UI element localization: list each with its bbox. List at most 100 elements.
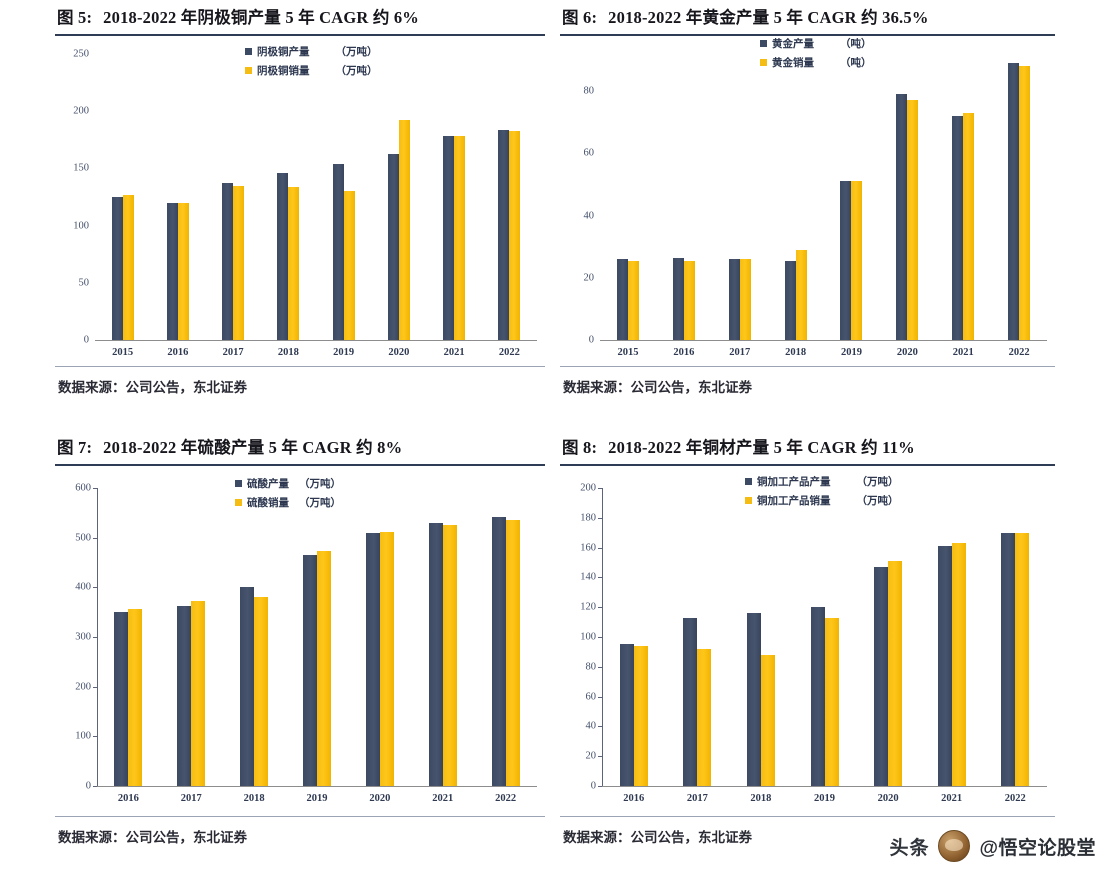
legend-series-name: 硫酸销量 bbox=[247, 498, 289, 509]
x-tick-label: 2016 bbox=[167, 347, 189, 358]
y-axis-tick bbox=[598, 547, 602, 549]
y-tick-label: 160 bbox=[580, 542, 596, 554]
chart-fig8: 0 20 40 60 80 100 120 140 160 180 200 2016 2017 2018 2… bbox=[560, 466, 1055, 816]
y-tick-label: 150 bbox=[73, 162, 89, 174]
y-tick-label: 500 bbox=[75, 532, 91, 544]
bar-production bbox=[498, 129, 510, 340]
bar-production bbox=[619, 644, 634, 786]
y-tick-label: 140 bbox=[580, 571, 596, 583]
x-tick-label: 2020 bbox=[369, 793, 391, 804]
y-axis-tick bbox=[598, 786, 602, 787]
bar-production bbox=[810, 607, 825, 786]
legend-series-name: 硫酸产量 bbox=[247, 479, 289, 490]
watermark-platform: 头条 bbox=[889, 837, 930, 859]
y-axis-tick bbox=[93, 736, 97, 738]
y-tick-label: 40 bbox=[583, 210, 595, 222]
y-axis-tick bbox=[598, 637, 602, 638]
bar-sales bbox=[343, 191, 355, 340]
x-tick-label: 2022 bbox=[1008, 347, 1030, 358]
x-tick-label: 2019 bbox=[840, 347, 862, 358]
chart-fig6: 0 20 40 60 80 2015 2016 2017 2018 2019 2020 2021 202… bbox=[560, 36, 1055, 366]
avatar-icon bbox=[938, 830, 971, 862]
bar-production bbox=[952, 116, 964, 340]
y-axis-tick bbox=[93, 488, 97, 489]
footer-rule-fig7 bbox=[55, 816, 545, 817]
x-tick-label: 2018 bbox=[277, 347, 299, 358]
y-axis-tick bbox=[598, 666, 602, 668]
y-tick-label: 20 bbox=[585, 750, 597, 762]
y-tick-label: 80 bbox=[583, 85, 595, 97]
bar-sales bbox=[191, 601, 206, 786]
y-axis-tick bbox=[93, 686, 97, 688]
x-tick-label: 2020 bbox=[877, 793, 899, 804]
y-tick-label: 200 bbox=[580, 482, 596, 494]
source-note-fig6: 数据来源：公司公告，东北证券 bbox=[563, 380, 752, 395]
bar-production bbox=[277, 172, 289, 340]
bar-sales bbox=[795, 249, 807, 340]
legend-item: 铜加工产品产量 （万吨） bbox=[745, 474, 899, 489]
bar-production bbox=[303, 555, 317, 786]
x-tick-label: 2016 bbox=[623, 793, 645, 804]
y-tick-label: 40 bbox=[585, 720, 597, 732]
bar-sales bbox=[288, 186, 300, 340]
x-tick-label: 2020 bbox=[896, 347, 918, 358]
legend-series-name: 阴极铜产量 bbox=[257, 47, 310, 58]
bar-sales bbox=[454, 136, 466, 340]
legend-item: 黄金销量 （吨） bbox=[760, 55, 872, 70]
figure-title-text-fig7: 2018-2022 年硫酸产量 5 年 CAGR 约 8% bbox=[103, 438, 403, 457]
bar-sales bbox=[379, 531, 394, 786]
figure-label-fig7: 图 7: bbox=[57, 438, 93, 457]
y-axis-tick bbox=[93, 537, 97, 539]
legend-item: 黄金产量 （吨） bbox=[760, 36, 872, 51]
x-tick-label: 2021 bbox=[952, 347, 974, 358]
bar-production bbox=[114, 611, 129, 786]
source-note-fig8: 数据来源：公司公告，东北证券 bbox=[563, 830, 752, 845]
x-axis-line bbox=[602, 786, 1047, 787]
legend-item: 铜加工产品销量 （万吨） bbox=[745, 493, 899, 508]
x-tick-label: 2018 bbox=[243, 793, 265, 804]
x-tick-label: 2017 bbox=[686, 793, 708, 804]
watermark-at: @ bbox=[979, 837, 999, 859]
legend-series-name: 铜加工产品产量 bbox=[757, 477, 831, 488]
watermark: 头条 @悟空论股堂 bbox=[889, 830, 1096, 862]
legend-item: 阴极铜产量 （万吨） bbox=[245, 44, 378, 59]
y-axis-tick bbox=[598, 756, 602, 758]
bar-production bbox=[111, 197, 123, 340]
legend-item: 硫酸销量 （万吨） bbox=[235, 495, 341, 510]
title-rule-fig6 bbox=[560, 34, 1055, 36]
y-tick-label: 80 bbox=[585, 661, 597, 673]
bar-production bbox=[428, 522, 443, 786]
legend-series-name: 铜加工产品销量 bbox=[757, 496, 831, 507]
y-axis-tick bbox=[93, 637, 97, 638]
chart-legend: 黄金产量 （吨） 黄金销量 （吨） bbox=[760, 36, 872, 70]
title-rule-fig7 bbox=[55, 464, 545, 466]
figure-title-fig5: 图 5: 2018-2022 年阴极铜产量 5 年 CAGR 约 6% bbox=[55, 4, 545, 34]
bar-sales bbox=[627, 260, 639, 340]
y-axis-line bbox=[97, 488, 98, 786]
bar-production bbox=[1008, 63, 1020, 340]
title-rule-fig8 bbox=[560, 464, 1055, 466]
bar-production bbox=[840, 181, 852, 340]
bar-production bbox=[746, 613, 761, 786]
legend-series-unit: （万吨） bbox=[856, 496, 899, 507]
bar-sales bbox=[851, 181, 863, 340]
legend-swatch-icon bbox=[235, 499, 242, 506]
x-tick-label: 2021 bbox=[443, 347, 465, 358]
y-axis-line bbox=[602, 488, 603, 786]
figure-panel-fig7: 图 7: 2018-2022 年硫酸产量 5 年 CAGR 约 8% 0 100 20… bbox=[55, 434, 545, 854]
y-tick-label: 20 bbox=[583, 272, 595, 284]
bar-sales bbox=[963, 112, 975, 340]
x-tick-label: 2015 bbox=[112, 347, 134, 358]
legend-swatch-icon bbox=[745, 497, 752, 504]
figure-title-fig8: 图 8: 2018-2022 年铜材产量 5 年 CAGR 约 11% bbox=[560, 434, 1055, 464]
bar-sales bbox=[1015, 532, 1030, 786]
legend-series-unit: （万吨） bbox=[335, 47, 378, 58]
bar-sales bbox=[760, 654, 775, 786]
chart-legend: 铜加工产品产量 （万吨） 铜加工产品销量 （万吨） bbox=[745, 474, 899, 508]
y-tick-label: 200 bbox=[75, 681, 91, 693]
legend-series-name: 黄金产量 bbox=[772, 39, 814, 50]
legend-series-name: 阴极铜销量 bbox=[257, 66, 310, 77]
figure-label-fig8: 图 8: bbox=[562, 438, 598, 457]
legend-item: 阴极铜销量 （万吨） bbox=[245, 63, 378, 78]
y-axis-tick bbox=[598, 726, 602, 728]
